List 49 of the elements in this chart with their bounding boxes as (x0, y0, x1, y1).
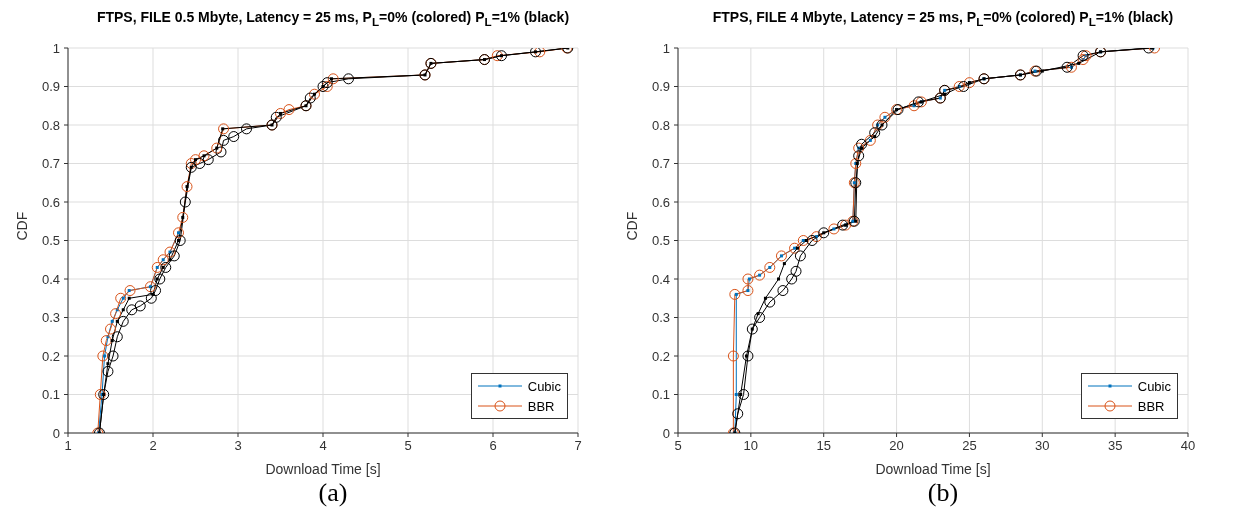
legend-label: BBR (1137, 398, 1165, 414)
x-tick-label: 6 (489, 438, 497, 454)
x-tick-label: 3 (234, 438, 242, 454)
y-tick-label: 1 (52, 40, 60, 56)
chart-title: FTPS, FILE 4 Mbyte, Latency = 25 ms, P$_{L}$=0% (colored) P$_{L}$=1% (black) (711, 8, 1175, 30)
y-tick-label: 0.2 (651, 348, 670, 364)
y-axis-title: CDF (13, 211, 30, 241)
text: (a) (317, 478, 349, 508)
x-tick-label: 4 (319, 438, 327, 454)
x-tick-label: 20 (889, 438, 904, 454)
x-tick-label: 35 (1107, 438, 1123, 454)
legend-label: Cubic (527, 378, 561, 394)
text: (b) (926, 478, 960, 508)
y-tick-label: 0.5 (651, 233, 670, 249)
x-tick-label: 5 (674, 438, 682, 454)
x-tick-label: 2 (149, 438, 157, 454)
y-tick-label: 0.7 (651, 156, 670, 172)
y-tick-label: 0 (662, 425, 670, 441)
y-tick-label: 0.6 (41, 194, 60, 210)
x-tick-label: 30 (1035, 438, 1050, 454)
y-tick-label: 0.1 (41, 387, 60, 403)
y-tick-label: 0.5 (41, 233, 60, 249)
x-tick-label: 25 (962, 438, 977, 454)
x-tick-label: 7 (574, 438, 582, 454)
y-tick-label: 0.8 (41, 117, 60, 133)
x-axis-title: Download Time [s] (265, 461, 381, 477)
y-tick-label: 1 (662, 40, 670, 56)
y-tick-label: 0 (52, 425, 60, 441)
y-tick-label: 0.6 (651, 194, 670, 210)
chart-title: FTPS, FILE 0.5 Mbyte, Latency = 25 ms, P$_{L}$=0% (colored) P$_{L}$=1% (black) (95, 8, 571, 30)
y-tick-label: 0.4 (41, 271, 60, 287)
y-tick-label: 0.3 (41, 310, 60, 326)
y-tick-label: 0.3 (651, 310, 670, 326)
y-tick-label: 0.9 (41, 79, 60, 95)
x-tick-label: 15 (816, 438, 831, 454)
y-tick-label: 0.7 (41, 156, 60, 172)
y-tick-label: 0.8 (651, 117, 670, 133)
x-tick-label: 1 (64, 438, 72, 454)
y-tick-label: 0.2 (41, 348, 60, 364)
y-tick-label: 0.4 (651, 271, 670, 287)
y-axis-title: CDF (623, 211, 640, 241)
legend-label: BBR (527, 398, 555, 414)
x-tick-label: 5 (404, 438, 412, 454)
y-tick-label: 0.1 (651, 387, 670, 403)
legend-label: Cubic (1137, 378, 1171, 394)
x-tick-label: 40 (1180, 438, 1196, 454)
x-axis-title: Download Time [s] (875, 461, 991, 477)
x-tick-label: 10 (743, 438, 759, 454)
y-tick-label: 0.9 (651, 79, 670, 95)
